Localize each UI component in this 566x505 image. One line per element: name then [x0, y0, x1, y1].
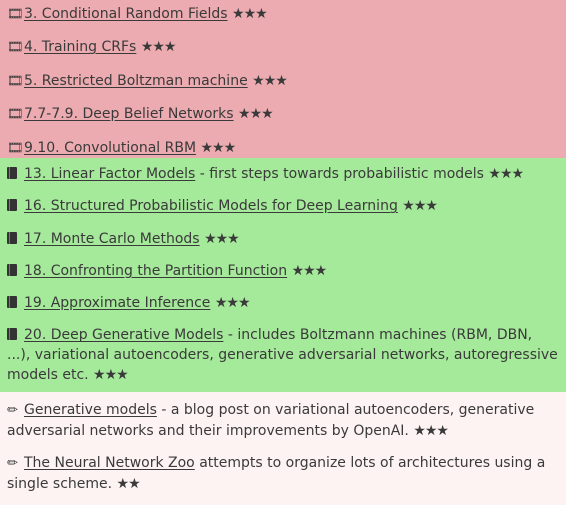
item-description: - first steps towards probabilistic mode…: [195, 166, 489, 182]
chapter-link[interactable]: 13. Linear Factor Models: [24, 166, 196, 182]
film-icon: 🎞: [7, 40, 24, 56]
item-description: - includes Boltzmann machines (RBM, DBN,…: [7, 327, 558, 384]
list-item: 17. Monte Carlo Methods ★★★: [7, 229, 559, 249]
chapter-link[interactable]: 18. Confronting the Partition Function: [24, 262, 288, 279]
video-section: 🎞3. Conditional Random Fields ★★★ 🎞4. Tr…: [0, 0, 566, 158]
video-link[interactable]: 4. Training CRFs: [24, 39, 137, 56]
list-item: 20. Deep Generative Models - includes Bo…: [7, 325, 559, 385]
list-item: 🎞9.10. Convolutional RBM ★★★: [7, 138, 559, 159]
rating-stars: ★★★: [291, 262, 328, 279]
rating-stars: ★★★: [238, 106, 274, 123]
list-item: 🎞3. Conditional Random Fields ★★★: [7, 4, 559, 25]
book-icon: [7, 167, 17, 179]
chapter-link[interactable]: 17. Monte Carlo Methods: [24, 230, 200, 247]
video-link[interactable]: 5. Restricted Boltzman machine: [24, 72, 248, 89]
book-icon: [7, 263, 17, 276]
rating-stars: ★★★: [140, 39, 177, 56]
video-link[interactable]: 3. Conditional Random Fields: [24, 6, 228, 22]
list-item: 18. Confronting the Partition Function ★…: [7, 261, 559, 281]
film-icon: 🎞: [7, 140, 24, 156]
book-icon: [7, 231, 17, 244]
rating-stars: ★★★: [214, 295, 251, 312]
rating-stars: ★★★: [93, 367, 129, 384]
rating-stars: ★★★: [200, 139, 237, 156]
pencil-icon: ✏: [7, 456, 18, 471]
list-item: ✏ Generative models - a blog post on vari…: [7, 400, 559, 441]
video-link[interactable]: 9.10. Convolutional RBM: [24, 139, 197, 156]
list-item: ✏ The Neural Network Zoo attempts to orga…: [7, 453, 559, 494]
book-icon: [7, 199, 17, 212]
pencil-icon: ✏: [7, 403, 18, 418]
rating-stars: ★★★: [413, 423, 449, 439]
list-item: 🎞7.7-7.9. Deep Belief Networks ★★★: [7, 104, 559, 125]
blog-link[interactable]: Generative models: [24, 402, 157, 418]
list-item: 🎞4. Training CRFs ★★★: [7, 37, 559, 58]
blog-section: ✏ Generative models - a blog post on vari…: [0, 392, 566, 505]
book-section: 13. Linear Factor Models - first steps t…: [0, 158, 566, 392]
rating-stars: ★★★: [252, 72, 288, 89]
list-item: 13. Linear Factor Models - first steps t…: [7, 164, 559, 184]
chapter-link[interactable]: 19. Approximate Inference: [24, 295, 211, 312]
list-item: 19. Approximate Inference ★★★: [7, 293, 559, 313]
item-description: - a blog post on variational autoencoder…: [7, 402, 535, 439]
video-link[interactable]: 7.7-7.9. Deep Belief Networks: [24, 106, 234, 123]
list-item: 🎞5. Restricted Boltzman machine ★★★: [7, 71, 559, 92]
film-icon: 🎞: [7, 73, 24, 89]
chapter-link[interactable]: 20. Deep Generative Models: [24, 327, 224, 344]
rating-stars: ★★★: [488, 166, 524, 182]
book-icon: [7, 296, 17, 309]
film-icon: 🎞: [7, 107, 24, 123]
chapter-link[interactable]: 16. Structured Probabilistic Models for …: [24, 198, 398, 215]
blog-link[interactable]: The Neural Network Zoo: [24, 455, 195, 471]
rating-stars: ★★: [116, 476, 141, 492]
rating-stars: ★★★: [402, 198, 438, 215]
rating-stars: ★★★: [232, 6, 268, 22]
rating-stars: ★★★: [204, 230, 240, 247]
book-icon: [7, 328, 17, 341]
film-icon: 🎞: [7, 7, 24, 22]
list-item: 16. Structured Probabilistic Models for …: [7, 196, 559, 216]
item-description: attempts to organize lots of architectur…: [7, 455, 546, 492]
